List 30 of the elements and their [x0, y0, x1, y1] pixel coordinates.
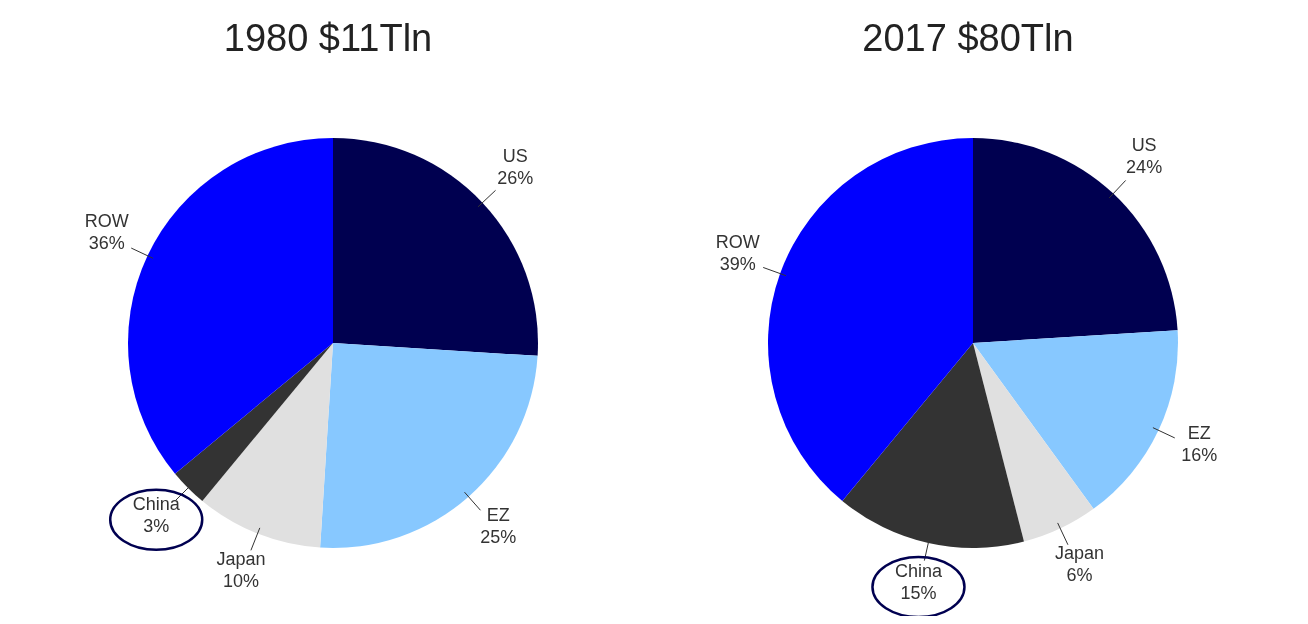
pie-slice — [973, 138, 1178, 343]
data-label: 10% — [222, 571, 259, 592]
data-label: 16% — [1181, 445, 1218, 466]
pie-slice — [768, 138, 973, 501]
slice-label: Japan — [1054, 543, 1104, 564]
pie-slice — [333, 138, 538, 356]
pie-slice — [320, 343, 538, 548]
data-label: 15% — [900, 582, 937, 603]
slice-label: China — [894, 560, 943, 581]
pie-slice — [202, 343, 333, 548]
data-label: 24% — [1126, 156, 1163, 177]
slice-label: EZ — [486, 504, 510, 525]
pie-slice — [973, 330, 1178, 509]
slice-label: EZ — [1187, 423, 1211, 444]
pie-slice — [973, 343, 1094, 542]
data-label: 6% — [1066, 565, 1093, 586]
pie-slice — [128, 138, 333, 474]
slice-label: ROW — [84, 210, 129, 231]
slice-label: ROW — [715, 232, 760, 253]
data-label: 25% — [480, 526, 517, 547]
slice-label: China — [132, 493, 181, 514]
data-label: 26% — [497, 167, 534, 188]
data-label: 3% — [143, 515, 170, 536]
chart-title: 2017 $80Tln — [861, 16, 1075, 61]
slice-label: Japan — [216, 549, 266, 570]
data-label: 39% — [719, 254, 756, 275]
slice-label: US — [1131, 134, 1157, 155]
data-label: 36% — [88, 232, 125, 253]
chart-title: 1980 $11Tln — [222, 16, 434, 61]
slice-label: US — [502, 145, 528, 166]
